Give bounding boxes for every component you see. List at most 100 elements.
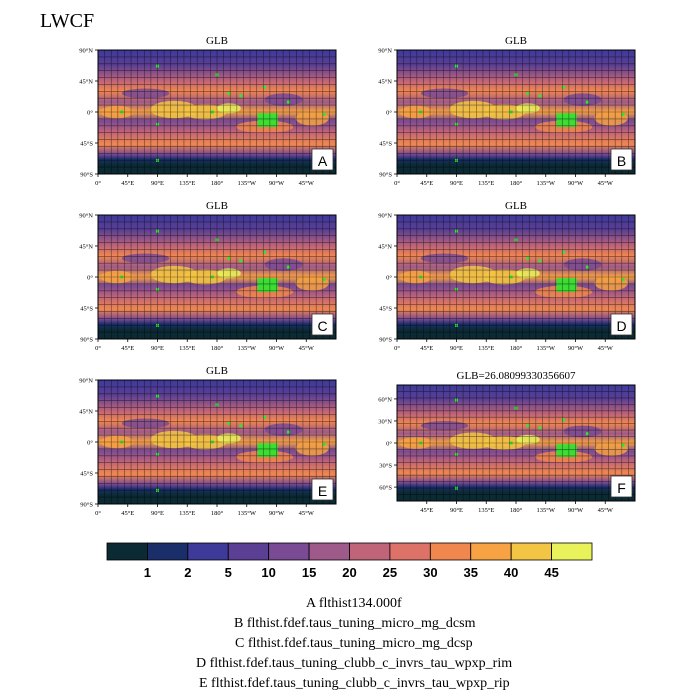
lon-tick-label: 135°E xyxy=(179,345,195,352)
lat-tick-label: 90°S xyxy=(80,172,93,179)
panel-title: GLB xyxy=(206,200,228,212)
panel-letter-box xyxy=(311,148,334,171)
panel-title: GLB=26.08099330356607 xyxy=(457,370,576,382)
colorbar-segment xyxy=(187,542,229,561)
lon-tick-label: 180° xyxy=(211,510,224,517)
lon-tick-label: 45°W xyxy=(299,510,315,517)
lon-tick-label: 180° xyxy=(211,345,224,352)
station-marker xyxy=(286,265,290,269)
case-legend-item: C flthist.fdef.taus_tuning_micro_mg_dcsp xyxy=(235,636,473,651)
station-marker xyxy=(322,112,326,116)
colorbar-segment xyxy=(268,542,310,561)
lat-tick-label: 45°S xyxy=(379,141,392,148)
lon-tick-label: 45°E xyxy=(420,345,433,352)
lon-tick-label: 0° xyxy=(394,180,400,187)
case-legend-item: A flthist134.000f xyxy=(306,596,402,611)
lon-tick-label: 90°W xyxy=(269,510,285,517)
lat-lon-grid xyxy=(397,50,635,174)
lon-tick-label: 135°W xyxy=(238,345,257,352)
lon-tick-label: 135°E xyxy=(478,345,494,352)
lon-tick-label: 135°E xyxy=(179,180,195,187)
colorbar-segment xyxy=(389,542,431,561)
lon-tick-label: 135°E xyxy=(478,180,494,187)
panel-letter-box xyxy=(311,478,334,501)
field-feature xyxy=(295,110,329,126)
panel-letter-box xyxy=(610,475,633,498)
lon-tick-label: 90°E xyxy=(151,345,164,352)
lat-tick-label: 90°S xyxy=(80,502,93,509)
lat-tick-label: 60°S xyxy=(379,485,392,492)
station-marker xyxy=(562,250,566,254)
station-box xyxy=(257,278,278,292)
colorbar-label: 5 xyxy=(225,565,232,580)
colorbar-label: 10 xyxy=(261,565,275,580)
station-marker xyxy=(621,277,625,281)
field-feature xyxy=(121,418,170,429)
colorbar-label: 15 xyxy=(302,565,316,580)
colorbar-segment xyxy=(308,542,350,561)
lat-tick-label: 45°N xyxy=(79,79,93,86)
lat-tick-label: 90°N xyxy=(378,48,392,55)
station-marker xyxy=(286,100,290,104)
lat-tick-label: 45°N xyxy=(378,244,392,251)
lon-tick-label: 45°W xyxy=(598,345,614,352)
panel-letter: A xyxy=(318,153,328,169)
station-marker xyxy=(239,94,243,98)
field-feature xyxy=(563,258,602,271)
field-feature xyxy=(121,253,170,264)
lon-tick-label: 45°W xyxy=(598,507,614,514)
station-box xyxy=(257,443,278,457)
colorbar-label: 35 xyxy=(464,565,478,580)
panel-letter-box xyxy=(311,313,334,336)
figure-title: LWCF xyxy=(40,10,94,32)
colorbar-label: 2 xyxy=(184,565,191,580)
colorbar: 1 2 5 10 15 20 25 30 35 40 45 xyxy=(106,542,593,580)
lon-tick-label: 90°W xyxy=(568,180,584,187)
lon-tick-label: 135°E xyxy=(179,510,195,517)
lon-tick-label: 0° xyxy=(394,345,400,352)
lat-tick-label: 30°N xyxy=(378,418,392,425)
station-marker xyxy=(227,421,231,425)
lon-tick-label: 90°E xyxy=(450,180,463,187)
lon-tick-label: 45°W xyxy=(299,345,315,352)
field-feature xyxy=(420,420,469,431)
panel-title: GLB xyxy=(505,35,527,47)
station-box xyxy=(556,113,577,127)
field-feature xyxy=(563,425,602,438)
colorbar-segment xyxy=(470,542,512,561)
station-marker xyxy=(585,432,589,436)
colorbar-label: 45 xyxy=(544,565,558,580)
field-feature xyxy=(420,88,469,99)
colorbar-label: 20 xyxy=(342,565,356,580)
field-feature xyxy=(264,423,303,436)
lat-tick-label: 45°S xyxy=(379,306,392,313)
panel-letter: D xyxy=(616,318,626,334)
field-feature xyxy=(563,93,602,106)
station-marker xyxy=(538,426,542,430)
colorbar-segment xyxy=(227,542,270,561)
lon-tick-label: 180° xyxy=(211,180,224,187)
field-feature xyxy=(217,268,241,279)
lon-tick-label: 135°W xyxy=(238,510,257,517)
station-box xyxy=(556,444,577,457)
lon-tick-label: 90°E xyxy=(450,507,463,514)
lon-tick-label: 135°W xyxy=(238,180,257,187)
colorbar-segment xyxy=(429,542,472,561)
lon-tick-label: 90°E xyxy=(151,510,164,517)
lat-lon-grid xyxy=(397,215,635,339)
lat-tick-label: 0° xyxy=(87,275,93,282)
lon-tick-label: 90°W xyxy=(269,180,285,187)
field-feature xyxy=(420,253,469,264)
lat-lon-grid xyxy=(397,385,635,501)
lon-tick-label: 180° xyxy=(510,507,523,514)
field-feature xyxy=(594,275,628,291)
colorbar-segment xyxy=(147,542,189,561)
field-feature xyxy=(121,88,170,99)
station-marker xyxy=(286,430,290,434)
field-feature xyxy=(264,258,303,271)
lon-tick-label: 90°W xyxy=(568,345,584,352)
lon-tick-label: 45°E xyxy=(420,180,433,187)
